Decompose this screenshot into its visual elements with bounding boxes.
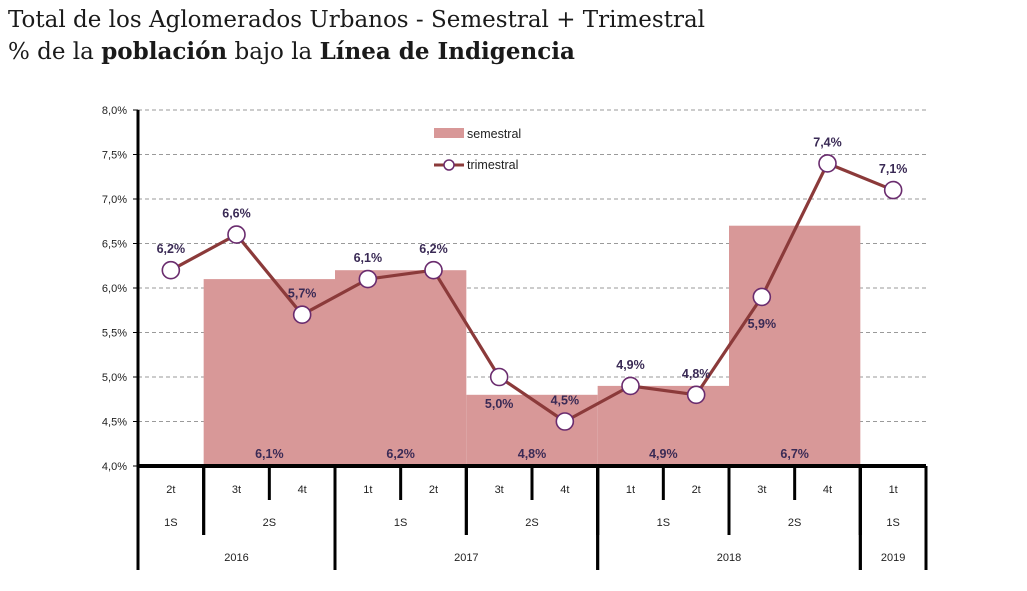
bar-data-label: 6,1% [255, 447, 284, 461]
point-data-label: 5,0% [485, 397, 514, 411]
trimestral-point [555, 412, 575, 431]
trimestral-point [358, 269, 378, 289]
quarter-label: 2t [166, 484, 175, 496]
quarter-label: 3t [757, 484, 766, 496]
point-data-label: 6,6% [222, 207, 251, 221]
quarter-label: 1t [626, 484, 635, 496]
title-line-2-bold-1: población [101, 38, 228, 65]
trimestral-point [227, 225, 246, 244]
year-label: 2018 [717, 552, 741, 564]
point-data-label: 6,2% [157, 242, 186, 256]
trimestral-point [752, 287, 772, 307]
trimestral-point [621, 376, 640, 396]
trimestral-point [424, 260, 443, 280]
bar-data-label: 6,2% [386, 447, 415, 461]
semester-label: 2S [788, 517, 801, 529]
semester-label: 2S [525, 517, 538, 529]
semester-label: 1S [657, 517, 670, 529]
trimestral-point [292, 305, 312, 325]
semester-label: 1S [164, 517, 177, 529]
y-tick-label: 6,0% [102, 283, 127, 295]
title-line-1: Total de los Aglomerados Urbanos - Semes… [8, 7, 706, 33]
year-label: 2019 [881, 552, 905, 564]
trimestral-point [883, 180, 903, 200]
point-data-label: 4,9% [616, 358, 645, 372]
y-tick-label: 6,5% [102, 239, 127, 251]
year-label: 2017 [454, 552, 478, 564]
semester-label: 1S [394, 517, 407, 529]
point-data-label: 5,7% [288, 287, 317, 301]
chart-title: Total de los Aglomerados Urbanos - Semes… [8, 4, 705, 68]
y-tick-label: 4,0% [102, 461, 127, 473]
semester-label: 1S [886, 517, 899, 529]
y-tick-label: 8,0% [102, 105, 127, 117]
y-tick-label: 5,5% [102, 328, 127, 340]
quarter-label: 2t [692, 484, 701, 496]
title-line-2-bold-2: Línea de Indigencia [319, 38, 575, 65]
bar-data-label: 4,9% [649, 447, 678, 461]
bar-data-label: 4,8% [518, 447, 547, 461]
semestral-bar [729, 225, 861, 466]
point-data-label: 7,4% [813, 135, 842, 149]
quarter-label: 3t [495, 484, 504, 496]
point-data-label: 7,1% [879, 162, 908, 176]
y-tick-label: 7,5% [102, 150, 127, 162]
trimestral-point [161, 260, 181, 280]
quarter-label: 2t [429, 484, 438, 496]
quarter-label: 4t [298, 484, 307, 496]
title-line-2-prefix: % de la [8, 39, 102, 65]
y-tick-label: 7,0% [102, 194, 127, 206]
trimestral-line [170, 161, 894, 424]
legend-swatch-semestral [434, 128, 464, 138]
trimestral-point [686, 385, 706, 405]
legend: semestral trimestral [434, 127, 521, 172]
trimestral-series [161, 154, 903, 431]
data-labels: 6,1% 6,2% 4,8% 4,9% 6,7% 6,2% 6,6% 5,7% 6,1% 6,2%… [157, 135, 908, 461]
semester-label: 2S [263, 517, 276, 529]
point-data-label: 4,5% [551, 394, 580, 408]
quarter-label: 4t [560, 484, 569, 496]
y-tick-label: 5,0% [102, 372, 127, 384]
semestral-bar [466, 394, 598, 466]
title-line-2-mid: bajo la [227, 39, 320, 65]
point-data-label: 6,2% [419, 242, 448, 256]
quarter-label: 3t [232, 484, 241, 496]
year-label: 2016 [224, 552, 248, 564]
point-data-label: 4,8% [682, 367, 711, 381]
quarter-label: 1t [889, 484, 898, 496]
trimestral-point [818, 154, 837, 173]
quarter-label: 1t [363, 484, 372, 496]
semestral-bars [203, 225, 861, 466]
bar-data-label: 6,7% [780, 447, 809, 461]
point-data-label: 5,9% [748, 317, 777, 331]
quarter-label: 4t [823, 484, 832, 496]
legend-marker-trimestral [443, 159, 455, 171]
legend-label-trimestral: trimestral [467, 158, 518, 172]
y-tick-label: 4,5% [102, 417, 127, 429]
trimestral-point [489, 367, 509, 387]
legend-label-semestral: semestral [467, 127, 521, 141]
axes: 4,0% 4,5% 5,0% 5,5% 6,0% 6,5% 7,0% 7,5% 8,0% 2t 3t… [102, 105, 928, 570]
semestral-bar [335, 270, 467, 466]
title-line-2: % de la población bajo la Línea de Indig… [8, 36, 705, 68]
semestral-bar [597, 385, 729, 466]
point-data-label: 6,1% [354, 251, 383, 265]
